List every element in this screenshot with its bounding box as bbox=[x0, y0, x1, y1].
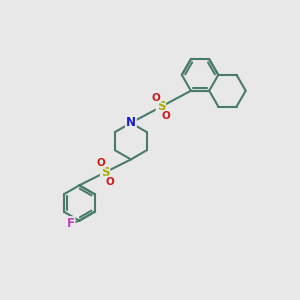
Text: O: O bbox=[161, 111, 170, 121]
Text: O: O bbox=[105, 177, 114, 187]
Text: F: F bbox=[67, 217, 74, 230]
Text: S: S bbox=[101, 166, 109, 179]
Text: S: S bbox=[157, 100, 165, 113]
Text: O: O bbox=[96, 158, 105, 168]
Text: O: O bbox=[152, 93, 161, 103]
Text: N: N bbox=[126, 116, 136, 129]
